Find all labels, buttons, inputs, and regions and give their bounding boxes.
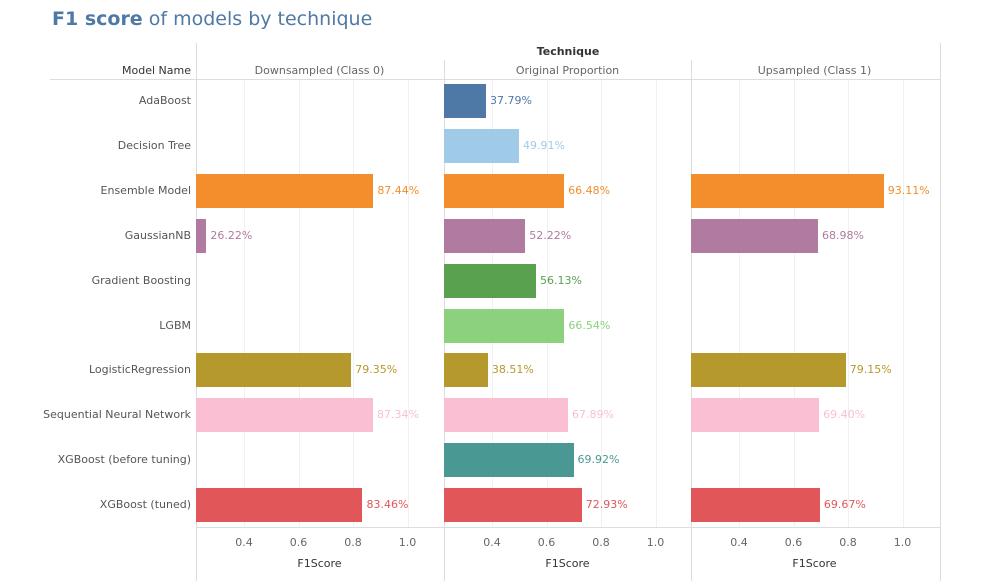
x-tick-label: 0.8 <box>839 536 857 549</box>
data-label: 69.92% <box>577 453 620 467</box>
panel-divider <box>940 43 941 581</box>
gridline <box>546 80 548 527</box>
bar <box>444 128 519 163</box>
panel-header: Upsampled (Class 1) <box>757 64 872 77</box>
panel-divider <box>691 60 692 581</box>
data-label: 66.54% <box>568 318 611 332</box>
bar <box>691 218 818 253</box>
data-label: 93.11% <box>887 183 930 197</box>
row-label: XGBoost (tuned) <box>99 498 191 512</box>
gridline <box>738 80 740 527</box>
row-label: XGBoost (before tuning) <box>57 453 191 467</box>
data-label: 79.15% <box>849 363 892 377</box>
x-axis-title: F1Score <box>792 557 837 570</box>
bar <box>196 218 207 253</box>
bar <box>444 353 488 388</box>
panel-header: Downsampled (Class 0) <box>254 64 385 77</box>
gridline <box>298 80 300 527</box>
row-label: Sequential Neural Network <box>43 408 191 422</box>
data-label: 56.13% <box>539 273 582 287</box>
bar <box>444 263 536 298</box>
gridline <box>601 80 603 527</box>
data-label: 69.40% <box>823 408 866 422</box>
bar <box>444 308 565 343</box>
header-divider <box>50 79 940 80</box>
data-label: 69.67% <box>823 498 866 512</box>
data-label: 38.51% <box>491 363 534 377</box>
x-tick-label: 0.8 <box>592 536 610 549</box>
title-rest: of models by technique <box>142 8 373 30</box>
bar <box>691 173 884 208</box>
row-label: Ensemble Model <box>100 183 191 197</box>
x-tick-label: 0.8 <box>344 536 362 549</box>
x-tick-label: 0.4 <box>235 536 253 549</box>
technique-header: Technique <box>536 45 600 58</box>
row-label: AdaBoost <box>138 94 191 107</box>
x-tick-label: 0.6 <box>289 536 308 549</box>
data-label: 49.91% <box>522 138 565 152</box>
gridline <box>491 80 493 527</box>
x-tick-label: 1.0 <box>893 536 912 549</box>
data-label: 26.22% <box>210 228 253 242</box>
axis-line <box>196 527 940 528</box>
data-label: 72.93% <box>585 498 628 512</box>
bar <box>196 173 374 208</box>
data-label: 37.79% <box>489 94 532 107</box>
data-label: 87.44% <box>377 183 420 197</box>
bar <box>691 488 820 523</box>
bar <box>196 353 352 388</box>
row-label: Gradient Boosting <box>91 273 191 287</box>
bar <box>196 488 363 523</box>
x-axis-title: F1Score <box>297 557 342 570</box>
x-tick-label: 1.0 <box>398 536 417 549</box>
data-label: 68.98% <box>821 228 864 242</box>
data-label: 66.48% <box>568 183 611 197</box>
row-label: GaussianNB <box>124 228 191 242</box>
bar <box>444 173 565 208</box>
x-tick-label: 0.6 <box>784 536 803 549</box>
gridline <box>353 80 355 527</box>
data-label: 79.35% <box>355 363 398 377</box>
gridline <box>407 80 409 527</box>
x-tick-label: 0.4 <box>483 536 501 549</box>
title-bold: F1 score <box>52 8 143 30</box>
bar <box>444 84 486 118</box>
row-label: LogisticRegression <box>88 363 191 377</box>
gridline <box>655 80 657 527</box>
panel-divider <box>196 43 197 581</box>
bar <box>691 398 820 433</box>
bar <box>444 488 582 523</box>
gridline <box>243 80 245 527</box>
x-tick-label: 1.0 <box>646 536 665 549</box>
gridline <box>848 80 850 527</box>
data-label: 87.34% <box>377 408 419 422</box>
data-label: 83.46% <box>366 498 409 512</box>
bar <box>691 353 846 388</box>
row-label: LGBM <box>159 318 191 332</box>
bar <box>444 218 526 253</box>
bar <box>444 443 574 478</box>
data-label: 52.22% <box>529 228 572 242</box>
gridline <box>793 80 795 527</box>
gridline <box>902 80 904 527</box>
x-axis-title: F1Score <box>545 557 590 570</box>
data-label: 67.89% <box>572 408 614 422</box>
x-tick-label: 0.4 <box>730 536 748 549</box>
bar <box>196 398 374 433</box>
row-label: Decision Tree <box>117 138 191 152</box>
panel-header: Original Proportion <box>515 64 620 77</box>
bar <box>444 398 569 433</box>
model-name-header: Model Name <box>122 64 191 77</box>
x-tick-label: 0.6 <box>537 536 556 549</box>
chart-title: F1 score of models by technique <box>52 8 372 30</box>
